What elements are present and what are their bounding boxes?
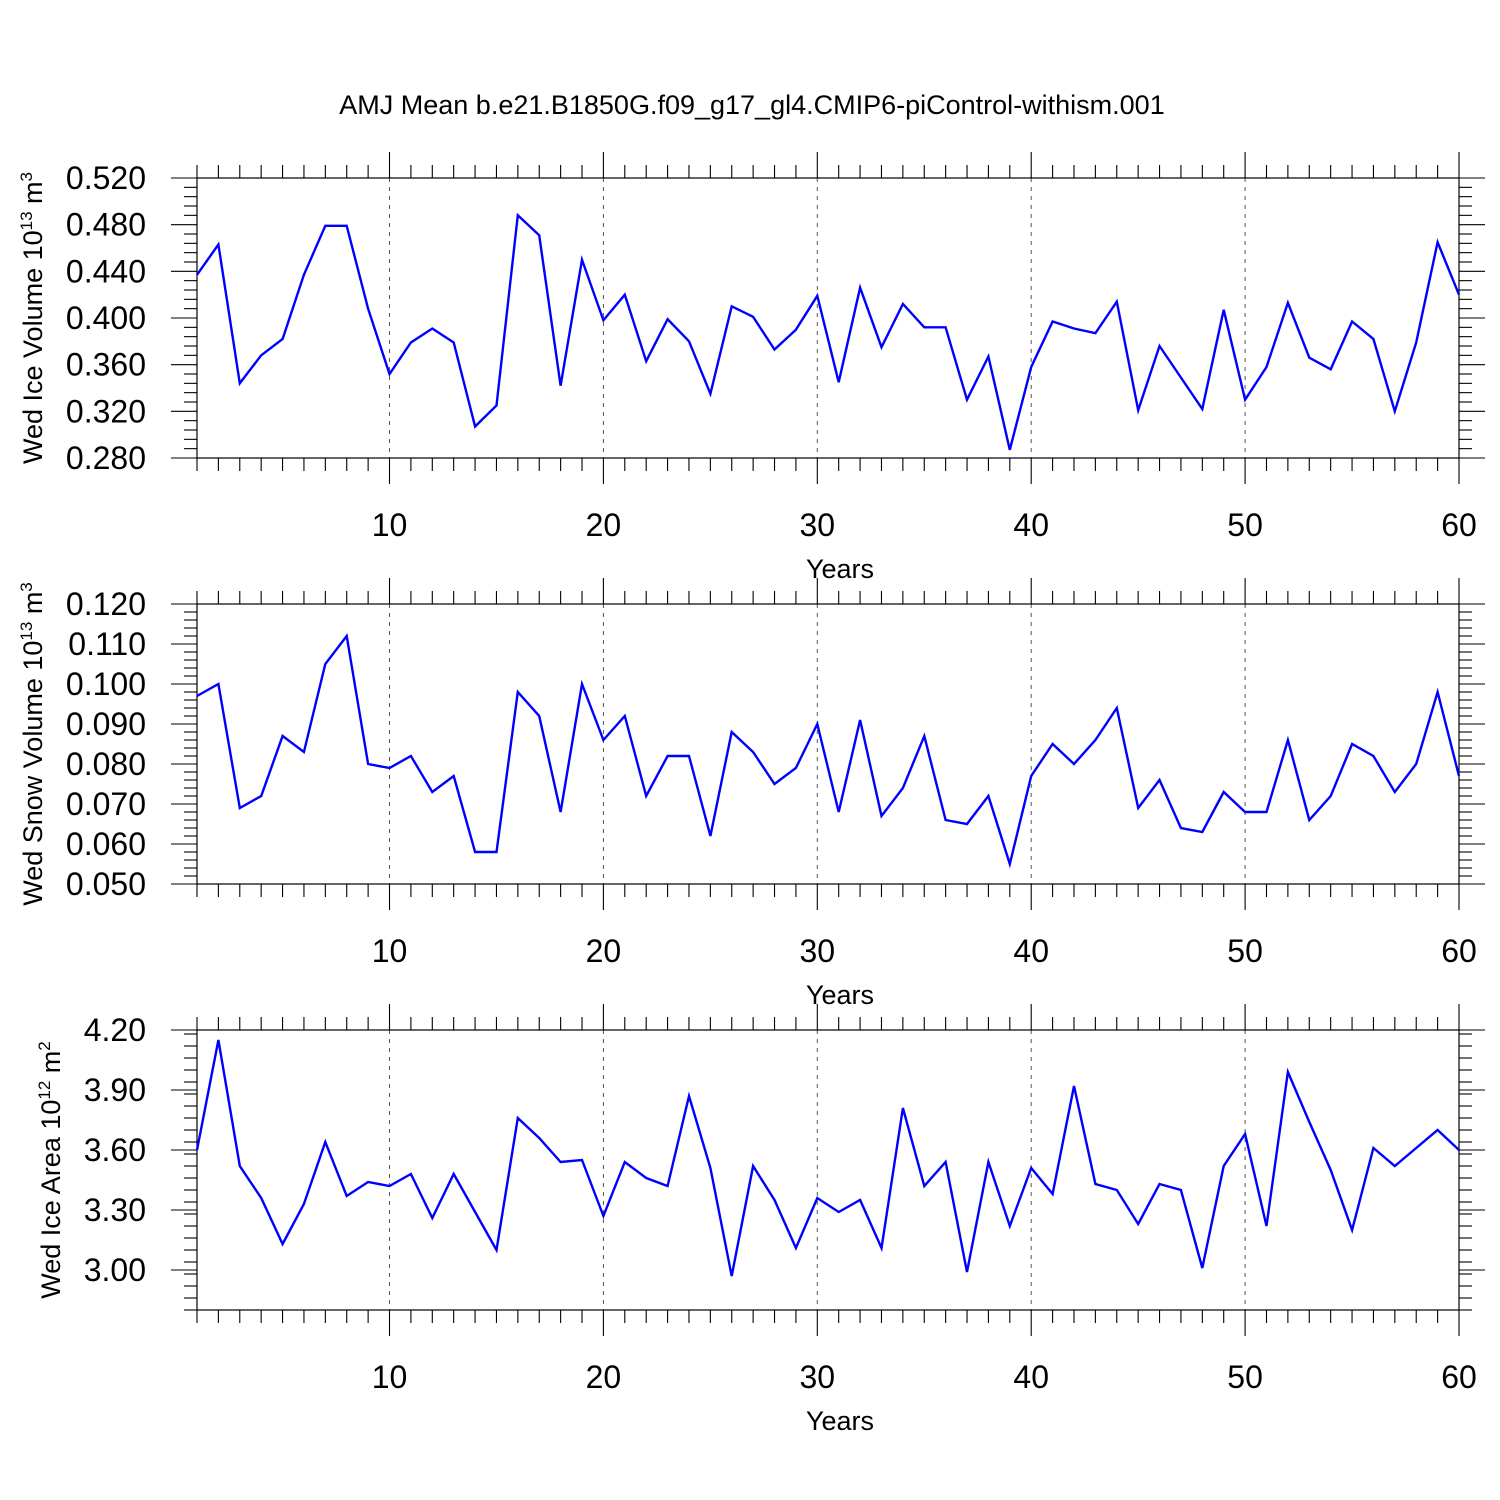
y-tick-label: 0.070 — [66, 786, 146, 822]
x-tick-label: 10 — [372, 1359, 408, 1395]
y-axis-label-unit: m — [18, 592, 48, 622]
plot-frame — [196, 603, 1460, 885]
x-tick-label: 50 — [1227, 1359, 1263, 1395]
panels: 10 20 30 40 50 60 0.520 0.480 0.440 0.400 0.360 0.3… — [17, 152, 1485, 1436]
x-axis-label: Years — [806, 1406, 874, 1436]
plot-frame — [196, 1029, 1460, 1311]
data-points — [196, 1039, 1460, 1277]
y-axis-label-exponent: 13 — [17, 622, 36, 641]
x-tick-label: 30 — [800, 507, 836, 543]
panel-2: 10 20 30 40 50 60 0.120 0.110 0.100 0.090 0.080 0.0… — [17, 578, 1485, 1010]
x-tick-label: 10 — [372, 933, 408, 969]
x-axis-label: Years — [806, 554, 874, 584]
y-tick-label: 3.00 — [84, 1252, 146, 1288]
x-tick-label: 40 — [1013, 507, 1049, 543]
plot-frame — [196, 177, 1460, 459]
y-tick-label: 0.060 — [66, 826, 146, 862]
y-tick-label: 0.440 — [66, 253, 146, 289]
y-axis-label: Wed Snow Volume 1013 m3 — [17, 582, 48, 906]
y-tick-label: 0.520 — [66, 160, 146, 196]
y-tick-label: 0.050 — [66, 866, 146, 902]
data-series-line — [196, 633, 1461, 869]
y-tick-label: 0.090 — [66, 706, 146, 742]
y-tick-label: 0.400 — [66, 300, 146, 336]
x-tick-label: 60 — [1441, 1359, 1477, 1395]
y-axis-label-unit: m — [36, 1051, 66, 1081]
x-tick-label: 20 — [586, 933, 622, 969]
y-axis-label-unit: m — [18, 181, 48, 211]
y-axis-label-text: Wed Ice Area 10 — [36, 1100, 66, 1299]
y-tick-label: 0.100 — [66, 666, 146, 702]
data-points — [196, 635, 1460, 865]
x-axis-label: Years — [806, 980, 874, 1010]
y-axis-label: Wed Ice Area 1012 m2 — [35, 1041, 66, 1299]
panel-3: 10 20 30 40 50 60 4.20 3.90 3.60 3.30 3.00 Years Wed… — [35, 1004, 1485, 1436]
data-points — [196, 215, 1460, 450]
data-series-line — [196, 212, 1461, 451]
y-tick-label: 4.20 — [84, 1012, 146, 1048]
y-axis-label-unit-exponent: 3 — [17, 172, 36, 181]
y-axis-label: Wed Ice Volume 1013 m3 — [17, 172, 48, 464]
y-tick-label: 3.30 — [84, 1192, 146, 1228]
y-axis-label-exponent: 13 — [17, 211, 36, 230]
x-tick-label: 30 — [800, 933, 836, 969]
y-tick-label: 0.120 — [66, 586, 146, 622]
x-tick-label: 30 — [800, 1359, 836, 1395]
x-tick-label: 50 — [1227, 507, 1263, 543]
chart-title: AMJ Mean b.e21.B1850G.f09_g17_gl4.CMIP6-… — [339, 90, 1164, 120]
y-tick-label: 0.360 — [66, 347, 146, 383]
y-axis-label-exponent: 12 — [35, 1081, 54, 1100]
y-axis-label-text: Wed Ice Volume 10 — [18, 230, 48, 464]
x-tick-label: 40 — [1013, 933, 1049, 969]
data-series-line — [195, 1039, 1460, 1277]
y-tick-label: 0.280 — [66, 440, 146, 476]
y-axis-label-unit-exponent: 2 — [35, 1041, 54, 1050]
x-tick-label: 40 — [1013, 1359, 1049, 1395]
y-tick-label: 0.110 — [68, 626, 146, 662]
y-tick-label: 0.080 — [66, 746, 146, 782]
x-tick-label: 60 — [1441, 933, 1477, 969]
y-tick-label: 0.320 — [66, 393, 146, 429]
x-tick-label: 60 — [1441, 507, 1477, 543]
y-axis-label-unit-exponent: 3 — [17, 582, 36, 591]
x-tick-label: 10 — [372, 507, 408, 543]
x-tick-label: 20 — [586, 1359, 622, 1395]
y-tick-label: 3.90 — [84, 1072, 146, 1108]
y-tick-label: 3.60 — [84, 1132, 146, 1168]
y-axis-label-text: Wed Snow Volume 10 — [18, 641, 48, 906]
y-tick-label: 0.480 — [66, 207, 146, 243]
panel-1: 10 20 30 40 50 60 0.520 0.480 0.440 0.400 0.360 0.3… — [17, 152, 1485, 584]
x-tick-label: 20 — [586, 507, 622, 543]
x-tick-label: 50 — [1227, 933, 1263, 969]
